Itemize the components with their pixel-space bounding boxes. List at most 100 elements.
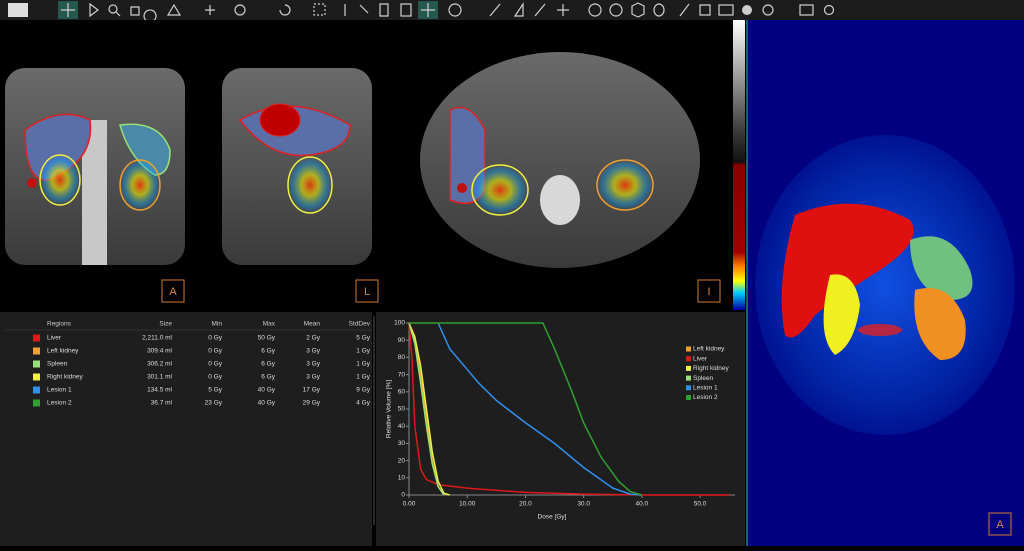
viewport-label: L: [364, 286, 370, 298]
legend-swatch: [686, 395, 691, 400]
region-stat: 1 Gy: [356, 348, 370, 355]
region-stat: 309.4 ml: [147, 348, 172, 355]
region-stat: 2 Gy: [306, 335, 320, 342]
region-stat: 40 Gy: [258, 400, 276, 407]
color-bar: [733, 20, 745, 310]
region-name[interactable]: Liver: [47, 335, 62, 342]
y-tick-label: 90: [398, 337, 406, 344]
x-tick-label: 40.0: [636, 501, 649, 508]
coronal-image-2: [222, 68, 372, 265]
regions-table: Regions Size Min Max Mean StdDev Liver 2,211.0 …: [5, 321, 372, 407]
column-header[interactable]: Size: [159, 321, 172, 328]
viewport-label: I: [707, 286, 710, 298]
toolbar: [0, 0, 1024, 20]
region-stat: 6 Gy: [261, 374, 275, 381]
y-tick-label: 10: [398, 475, 406, 482]
regions-table-panel: [0, 312, 372, 546]
region-stat: 0 Gy: [208, 348, 222, 355]
legend-label: Lesion 1: [693, 385, 718, 392]
region-stat: 5 Gy: [356, 335, 370, 342]
x-axis-label: Dose [Gy]: [538, 514, 567, 521]
legend-label: Liver: [693, 355, 708, 362]
region-color: [33, 360, 40, 368]
region-name[interactable]: Spleen: [47, 361, 68, 368]
legend-swatch: [686, 346, 691, 352]
region-stat: 5 Gy: [208, 387, 222, 394]
region-color: [33, 334, 40, 342]
column-header[interactable]: Mean: [304, 321, 321, 328]
region-stat: 0 Gy: [208, 335, 222, 342]
region-stat: 4 Gy: [356, 400, 370, 407]
y-tick-label: 50: [398, 406, 406, 413]
dvh-curve: [409, 322, 643, 496]
viewport-labels: A L I A: [161, 279, 1012, 536]
region-stat: 23 Gy: [205, 400, 223, 407]
y-tick-label: 70: [398, 371, 406, 378]
legend-label: Spleen: [693, 375, 714, 382]
legend-label: Left kidney: [693, 346, 725, 353]
region-stat: 1 Gy: [356, 374, 370, 381]
dvh-curve: [437, 322, 642, 496]
legend-swatch: [686, 375, 691, 381]
column-header[interactable]: StdDev: [349, 321, 371, 328]
y-tick-label: 30: [398, 440, 406, 447]
region-name[interactable]: Right kidney: [47, 374, 84, 381]
dvh-chart-panel: [376, 312, 745, 546]
coronal-image-1: [5, 68, 185, 265]
region-stat: 9 Gy: [356, 387, 370, 394]
viewport-label-box: [161, 279, 185, 303]
x-tick-label: 0.00: [403, 501, 416, 508]
viewport-label: A: [169, 286, 177, 298]
x-tick-label: 20.0: [519, 501, 532, 508]
dvh-curve: [408, 322, 450, 496]
y-tick-label: 60: [398, 389, 406, 396]
region-stat: 1 Gy: [356, 361, 370, 368]
region-stat: 3 Gy: [306, 374, 320, 381]
region-name[interactable]: Lesion 2: [47, 400, 72, 407]
column-header[interactable]: Max: [263, 321, 276, 328]
x-tick-label: 30.0: [577, 501, 590, 508]
region-stat: 0 Gy: [208, 361, 222, 368]
legend-swatch: [686, 365, 691, 371]
region-stat: 3 Gy: [306, 361, 320, 368]
region-stat: 3 Gy: [306, 348, 320, 355]
y-tick-label: 80: [398, 354, 406, 361]
x-tick-label: 50.0: [694, 501, 707, 508]
viewport-label-box: [988, 512, 1012, 536]
legend-swatch: [686, 356, 691, 362]
viewport-label-box: [355, 279, 379, 303]
column-header[interactable]: Regions: [47, 321, 72, 328]
viewport-label: A: [996, 519, 1004, 531]
region-stat: 301.1 ml: [147, 374, 172, 381]
dvh-chart: 0 10 20 30 40 50 60 70 80 90 100 0.00 10.00 20.0 30.0 4…: [386, 320, 735, 521]
y-tick-label: 20: [398, 457, 406, 464]
region-stat: 29 Gy: [303, 400, 321, 407]
region-stat: 134.5 ml: [147, 387, 172, 394]
legend-swatch: [686, 385, 691, 391]
column-header[interactable]: Min: [212, 321, 223, 328]
region-color: [33, 373, 40, 381]
legend-label: Lesion 2: [693, 394, 718, 401]
region-stat: 6 Gy: [261, 348, 275, 355]
y-tick-label: 100: [394, 320, 405, 327]
legend-label: Right kidney: [693, 365, 730, 372]
axial-image: [420, 52, 700, 268]
region-stat: 6 Gy: [261, 361, 275, 368]
dvh-curve: [408, 322, 445, 496]
region-name[interactable]: Left kidney: [47, 348, 79, 355]
region-name[interactable]: Lesion 1: [47, 387, 72, 394]
region-stat: 306.2 ml: [147, 361, 172, 368]
toolbar-icons[interactable]: [8, 1, 835, 23]
region-color: [33, 386, 40, 394]
y-tick-label: 0: [401, 492, 405, 499]
y-tick-label: 40: [398, 423, 406, 430]
region-stat: 0 Gy: [208, 374, 222, 381]
region-stat: 40 Gy: [258, 387, 276, 394]
x-tick-label: 10.00: [459, 501, 476, 508]
region-color: [33, 347, 40, 355]
viewport-label-box: [697, 279, 721, 303]
y-axis-label: Relative Volume [%]: [386, 380, 393, 438]
region-stat: 50 Gy: [258, 335, 276, 342]
region-stat: 2,211.0 ml: [142, 335, 172, 342]
